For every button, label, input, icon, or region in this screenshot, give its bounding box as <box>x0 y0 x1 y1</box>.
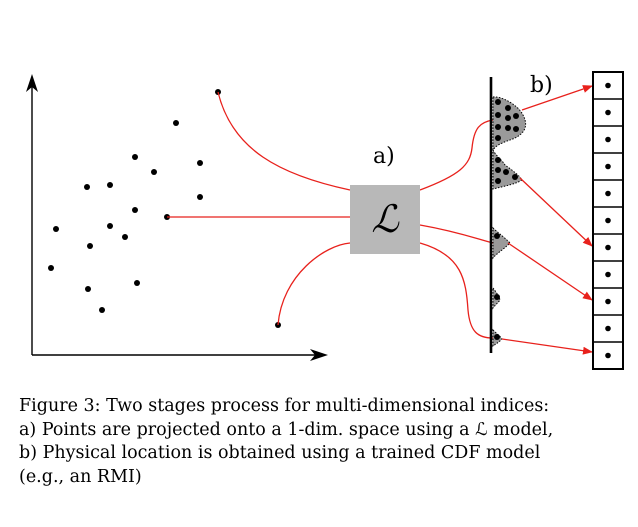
projected-point <box>503 169 509 175</box>
output-curve <box>419 224 494 244</box>
projected-point <box>494 233 500 239</box>
storage-cells <box>593 82 623 359</box>
storage-cell-point <box>605 352 611 359</box>
output-curve <box>419 119 494 191</box>
projected-point <box>513 113 519 119</box>
data-point <box>197 160 203 166</box>
caption-line-3: b) Physical location is obtained using a… <box>19 443 541 463</box>
projected-point <box>495 124 501 130</box>
model-box: ℒ <box>350 185 420 254</box>
axes-2d <box>26 74 328 361</box>
data-point <box>132 207 138 213</box>
storage-cell-point <box>605 325 611 332</box>
cdf-arrow <box>501 338 593 355</box>
data-point <box>53 226 59 232</box>
projected-point <box>512 174 518 180</box>
data-point <box>85 286 91 292</box>
point-cloud <box>48 89 281 328</box>
projected-point <box>505 125 511 131</box>
storage-cell-point <box>605 298 611 305</box>
storage-cell-point <box>605 82 611 89</box>
data-point <box>151 169 157 175</box>
storage-cell-point <box>605 271 611 278</box>
projected-point <box>495 112 501 118</box>
figure-caption: Figure 3: Two stages process for multi-d… <box>19 395 634 489</box>
data-point <box>84 184 90 190</box>
projected-point <box>495 135 501 141</box>
data-point <box>134 280 140 286</box>
projected-point <box>495 99 501 105</box>
projected-point <box>495 178 501 184</box>
cdf-arrow <box>519 177 593 247</box>
storage-cell-point <box>605 244 611 251</box>
projection-curve <box>277 242 351 326</box>
projected-points <box>494 99 519 340</box>
data-point <box>107 182 113 188</box>
data-point <box>132 154 138 160</box>
cdf-arrow <box>507 242 593 301</box>
projected-point <box>494 294 500 300</box>
storage-cell-point <box>605 109 611 116</box>
storage-cell-point <box>605 163 611 170</box>
density-bump <box>492 226 511 260</box>
data-point <box>107 223 113 229</box>
projection-curve <box>217 91 351 191</box>
output-curve <box>419 242 494 339</box>
cdf-arrow <box>521 85 593 111</box>
data-point <box>173 120 179 126</box>
projected-point <box>505 105 511 111</box>
caption-line-2: a) Points are projected onto a 1-dim. sp… <box>19 419 554 440</box>
arrow-right-icon <box>310 349 328 361</box>
label-a: a) <box>373 144 395 169</box>
one-dim-axis <box>489 77 527 353</box>
data-point <box>197 194 203 200</box>
data-point <box>99 307 105 313</box>
data-point <box>122 234 128 240</box>
projected-point <box>495 157 501 163</box>
arrow-up-icon <box>26 74 38 92</box>
data-point <box>87 243 93 249</box>
label-b: b) <box>530 73 553 98</box>
storage-column <box>592 71 624 370</box>
projected-point <box>495 167 501 173</box>
caption-line-1: Figure 3: Two stages process for multi-d… <box>19 396 550 416</box>
model-output-curves <box>419 119 494 339</box>
storage-cell-point <box>605 217 611 224</box>
density-bump <box>492 96 527 152</box>
model-symbol: ℒ <box>371 197 400 241</box>
cdf-arrows <box>501 85 593 355</box>
projected-point <box>513 126 519 132</box>
caption-line-4: (e.g., an RMI) <box>19 466 142 487</box>
projected-point <box>494 334 500 340</box>
projected-point <box>505 115 511 121</box>
storage-cell-point <box>605 190 611 197</box>
model-box-rect <box>350 185 420 254</box>
storage-cell-point <box>605 136 611 143</box>
projection-curves <box>167 91 351 326</box>
data-point <box>48 265 54 271</box>
